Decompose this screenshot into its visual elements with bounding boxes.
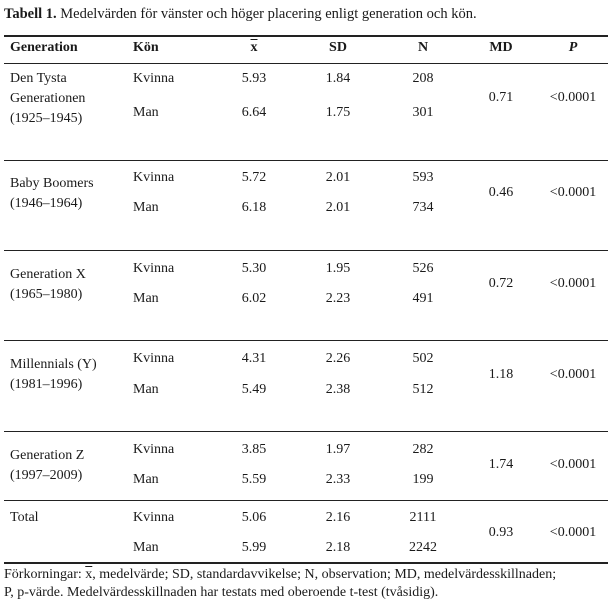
cell-sd: 2.16 (325, 510, 351, 525)
cell-kon: Man (133, 540, 159, 555)
cell-kon: Man (133, 105, 159, 120)
bottom-rule (4, 562, 608, 564)
generation-name-line: Total (10, 510, 39, 525)
cell-mean: 6.02 (241, 291, 267, 306)
cell-kon: Man (133, 472, 159, 487)
group-separator (4, 340, 608, 341)
header-sd: SD (329, 40, 347, 55)
cell-p: <0.0001 (549, 457, 597, 472)
cell-kon: Kvinna (133, 71, 175, 86)
cell-n: 282 (412, 442, 434, 457)
group-separator (4, 160, 608, 161)
cell-sd: 2.38 (325, 382, 351, 397)
cell-sd: 2.18 (325, 540, 351, 555)
cell-mean: 5.99 (241, 540, 267, 555)
cell-kon: Kvinna (133, 351, 175, 366)
cell-mean: 5.93 (241, 71, 267, 86)
top-rule (4, 35, 608, 37)
cell-p: <0.0001 (549, 90, 597, 105)
cell-kon: Man (133, 382, 159, 397)
cell-sd: 2.33 (325, 472, 351, 487)
group-separator (4, 250, 608, 251)
cell-kon: Kvinna (133, 261, 175, 276)
cell-n: 491 (412, 291, 434, 306)
generation-name-line: Generation X (10, 267, 86, 282)
cell-kon: Man (133, 291, 159, 306)
cell-md: 0.71 (488, 90, 514, 105)
header-md: MD (489, 40, 513, 55)
header-n: N (417, 40, 429, 55)
group-separator (4, 500, 608, 501)
cell-n: 208 (412, 71, 434, 86)
cell-n: 734 (412, 200, 434, 215)
cell-sd: 1.84 (325, 71, 351, 86)
cell-md: 1.74 (488, 457, 514, 472)
cell-mean: 6.18 (241, 200, 267, 215)
generation-name-line: Generation Z (10, 448, 85, 463)
footnote-mean-symbol: x (85, 567, 93, 582)
cell-n: 526 (412, 261, 434, 276)
cell-sd: 2.01 (325, 170, 351, 185)
generation-name-line: Den Tysta (10, 71, 67, 86)
generation-name-line: Millennials (Y) (10, 357, 97, 372)
cell-md: 0.93 (488, 525, 514, 540)
footnote-rest: , medelvärde; SD, standardavvikelse; N, … (92, 567, 557, 582)
cell-n: 2242 (409, 540, 437, 555)
footnote-line-2: P, p-värde. Medelvärdesskillnaden har te… (4, 585, 439, 600)
generation-name-line: (1925–1945) (10, 111, 83, 126)
generation-name-line: Generationen (10, 91, 86, 106)
cell-mean: 5.72 (241, 170, 267, 185)
cell-n: 512 (412, 382, 434, 397)
cell-sd: 1.97 (325, 442, 351, 457)
cell-mean: 5.06 (241, 510, 267, 525)
cell-n: 301 (412, 105, 434, 120)
cell-mean: 5.59 (241, 472, 267, 487)
cell-n: 199 (412, 472, 434, 487)
cell-n: 593 (412, 170, 434, 185)
cell-p: <0.0001 (549, 367, 597, 382)
cell-sd: 2.26 (325, 351, 351, 366)
cell-mean: 5.30 (241, 261, 267, 276)
header-generation: Generation (10, 40, 78, 55)
cell-md: 1.18 (488, 367, 514, 382)
generation-name-line: (1981–1996) (10, 377, 83, 392)
footnote-prefix: Förkorningar: (4, 567, 86, 582)
cell-mean: 6.64 (241, 105, 267, 120)
mean-symbol: x (250, 40, 258, 55)
cell-n: 502 (412, 351, 434, 366)
generation-name-line: (1946–1964) (10, 196, 83, 211)
generation-name-line: Baby Boomers (10, 176, 94, 191)
cell-sd: 1.95 (325, 261, 351, 276)
cell-p: <0.0001 (549, 185, 597, 200)
caption-text: Medelvärden för vänster och höger placer… (60, 6, 477, 22)
cell-kon: Kvinna (133, 442, 175, 457)
group-separator (4, 431, 608, 432)
cell-mean: 4.31 (241, 351, 267, 366)
cell-kon: Kvinna (133, 170, 175, 185)
footnote-line-1: Förkorningar: x, medelvärde; SD, standar… (4, 565, 556, 585)
generation-name-line: (1997–2009) (10, 468, 83, 483)
cell-kon: Kvinna (133, 510, 175, 525)
cell-mean: 5.49 (241, 382, 267, 397)
cell-md: 0.72 (488, 276, 514, 291)
cell-sd: 2.23 (325, 291, 351, 306)
generation-name-line: (1965–1980) (10, 287, 83, 302)
header-kon: Kön (133, 40, 159, 55)
header-mean: x (251, 38, 258, 58)
cell-mean: 3.85 (241, 442, 267, 457)
caption-label: Tabell 1. (4, 6, 57, 22)
table-caption: Tabell 1. Medelvärden för vänster och hö… (4, 6, 477, 23)
cell-md: 0.46 (488, 185, 514, 200)
cell-sd: 2.01 (325, 200, 351, 215)
header-p: P (568, 40, 578, 55)
cell-kon: Man (133, 200, 159, 215)
cell-sd: 1.75 (325, 105, 351, 120)
cell-n: 2111 (409, 510, 437, 525)
cell-p: <0.0001 (549, 276, 597, 291)
header-rule (4, 63, 608, 64)
cell-p: <0.0001 (549, 525, 597, 540)
